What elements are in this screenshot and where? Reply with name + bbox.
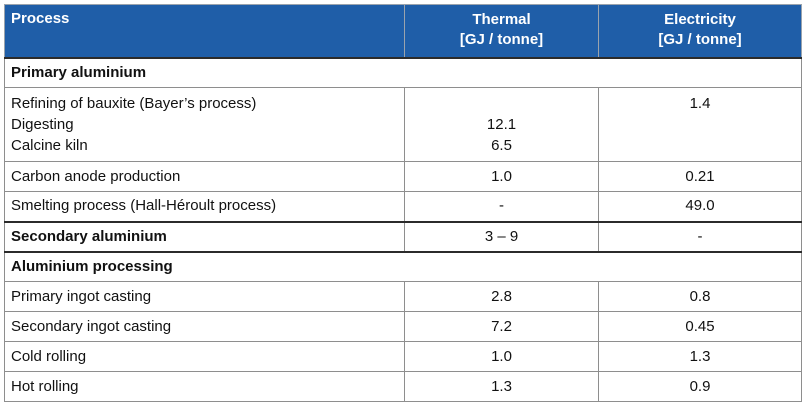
header-electricity: Electricity [GJ / tonne] [598,4,802,58]
table-row: Carbon anode production 1.0 0.21 [4,161,802,192]
thermal-value: 7.2 [404,311,599,342]
thermal-cell: 12.1 6.5 [404,87,599,162]
thermal-value: 6.5 [491,137,512,154]
section-row-primary: Primary aluminium [4,56,802,88]
electricity-value [605,114,795,135]
header-thermal-title: Thermal [472,11,531,28]
header-electricity-unit: [GJ / tonne] [658,31,742,48]
electricity-value [605,135,795,156]
process-sublabel: Digesting [11,116,74,133]
electricity-value: - [598,220,802,252]
process-cell: Refining of bauxite (Bayer’s process) Di… [4,87,405,162]
electricity-value: 1.4 [689,95,711,112]
electricity-value: 0.8 [598,281,802,312]
thermal-value: 2.8 [404,281,599,312]
process-sublabel: Calcine kiln [11,137,88,154]
electricity-value: 1.3 [598,341,802,372]
electricity-cell: 1.4 [598,87,802,162]
electricity-value: 0.45 [598,311,802,342]
process-label: Hot rolling [4,371,405,402]
header-electricity-title: Electricity [664,11,736,28]
electricity-value: 0.9 [598,371,802,402]
thermal-value: 1.3 [404,371,599,402]
thermal-value [411,93,592,114]
table-row-secondary: Secondary aluminium 3 – 9 - [4,220,802,252]
energy-consumption-table: Process Thermal [GJ / tonne] Electricity… [4,4,802,402]
table-row: Smelting process (Hall-Héroult process) … [4,191,802,222]
thermal-value: 1.0 [404,341,599,372]
electricity-value: 49.0 [598,191,802,222]
process-label: Carbon anode production [4,161,405,192]
header-thermal-unit: [GJ / tonne] [459,31,544,48]
table-row: Secondary ingot casting 7.2 0.45 [4,311,802,342]
section-title: Primary aluminium [4,56,802,88]
table-row: Hot rolling 1.3 0.9 [4,371,802,402]
header-process: Process [4,4,405,58]
process-label: Secondary aluminium [4,220,405,252]
thermal-value: 1.0 [404,161,599,192]
table-row: Primary ingot casting 2.8 0.8 [4,281,802,312]
thermal-value: 3 – 9 [404,220,599,252]
header-thermal: Thermal [GJ / tonne] [404,4,599,58]
section-row-processing: Aluminium processing [4,250,802,282]
process-label: Smelting process (Hall-Héroult process) [4,191,405,222]
table-row: Cold rolling 1.0 1.3 [4,341,802,372]
section-title: Aluminium processing [4,250,802,282]
process-label: Cold rolling [4,341,405,372]
thermal-value: 12.1 [486,116,517,133]
process-label: Refining of bauxite (Bayer’s process) [11,95,257,112]
table-row: Refining of bauxite (Bayer’s process) Di… [4,87,802,162]
header-row: Process Thermal [GJ / tonne] Electricity… [4,4,802,58]
electricity-value: 0.21 [598,161,802,192]
process-label: Secondary ingot casting [4,311,405,342]
process-label: Primary ingot casting [4,281,405,312]
thermal-value: - [404,191,599,222]
